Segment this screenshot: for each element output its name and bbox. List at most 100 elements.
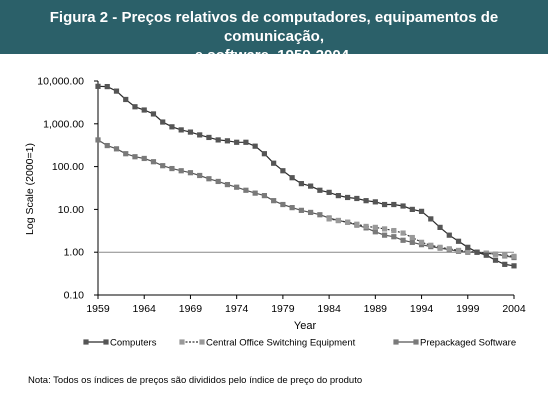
data-point-computers <box>372 199 378 205</box>
data-point-switching <box>326 216 332 222</box>
data-point-computers <box>206 134 212 141</box>
y-axis-label: Log Scale (2000=1) <box>24 143 36 235</box>
data-point-computers <box>123 96 129 103</box>
legend-marker <box>413 339 419 345</box>
data-point-computers <box>455 238 462 244</box>
data-point-computers <box>261 151 267 157</box>
data-point-computers <box>354 195 360 202</box>
series-line-computers <box>97 85 515 267</box>
data-point-switching <box>492 251 499 257</box>
data-point-software <box>409 239 415 245</box>
x-tick-label: 1999 <box>456 303 480 315</box>
y-tick-label: 1.00 <box>64 247 85 259</box>
data-point-switching <box>511 253 517 259</box>
data-point-computers <box>197 132 203 138</box>
y-tick-label: 10.00 <box>58 204 84 216</box>
series-computers <box>95 83 517 269</box>
data-point-software <box>308 209 314 216</box>
data-point-software <box>224 181 231 188</box>
series-line-software <box>97 139 515 259</box>
data-point-switching <box>465 248 471 254</box>
data-point-switching <box>363 223 369 230</box>
data-point-computers <box>178 127 184 133</box>
data-point-switching <box>335 217 341 224</box>
data-point-computers <box>345 194 351 201</box>
data-point-computers <box>446 232 452 238</box>
data-point-switching <box>372 224 378 230</box>
data-point-computers <box>428 216 434 222</box>
x-tick-label: 1989 <box>364 303 388 315</box>
data-point-computers <box>298 181 304 187</box>
data-point-computers <box>483 252 489 258</box>
data-point-computers <box>474 249 480 255</box>
data-point-switching <box>428 242 434 248</box>
data-point-computers <box>234 139 240 145</box>
data-point-software <box>317 212 323 218</box>
data-point-computers <box>141 107 147 113</box>
data-point-computers <box>400 203 406 209</box>
figure-title-line-2: e software, 1959-2004. <box>194 47 354 64</box>
data-point-software <box>271 198 277 204</box>
data-point-software <box>95 137 101 143</box>
data-point-software <box>132 154 138 160</box>
y-tick-label: 10,000.00 <box>37 76 84 88</box>
data-point-switching <box>354 221 360 227</box>
data-point-computers <box>169 124 175 130</box>
data-point-software <box>160 163 166 169</box>
data-point-computers <box>187 129 194 135</box>
legend-label: Computers <box>110 338 157 349</box>
data-point-computers <box>317 187 323 193</box>
data-point-software <box>372 229 378 235</box>
log-scale-line-chart: 10,000.00 1,000.00 100.00 10.00 1.00 0.10 195… <box>24 76 526 349</box>
data-point-software <box>280 201 286 208</box>
legend-item-computers: Computers <box>83 338 157 349</box>
data-point-computers <box>363 198 369 204</box>
x-tick-label: 1994 <box>410 303 434 315</box>
data-point-software <box>113 146 120 152</box>
data-point-computers <box>465 244 471 250</box>
legend-marker <box>83 339 89 345</box>
data-point-computers <box>502 261 508 267</box>
data-point-software <box>104 142 110 149</box>
data-point-switching <box>409 234 415 241</box>
data-point-computers <box>271 160 277 166</box>
figure-title: Figura 2 - Preços relativos de computado… <box>0 8 548 65</box>
x-tick-label: 1979 <box>271 303 295 315</box>
data-point-software <box>187 170 194 176</box>
data-point-computers <box>409 206 415 212</box>
data-point-software <box>150 159 157 165</box>
data-point-computers <box>391 201 397 208</box>
plot-area <box>97 81 514 296</box>
data-point-computers <box>492 257 499 263</box>
data-point-software <box>391 234 397 240</box>
legend-label: Prepackaged Software <box>420 338 516 349</box>
x-axis-label: Year <box>294 320 317 332</box>
data-point-software <box>298 207 304 213</box>
legend-marker <box>103 339 109 345</box>
data-point-computers <box>160 119 166 125</box>
data-point-software <box>169 165 175 172</box>
legend-marker <box>199 339 205 345</box>
y-tick-label: 1,000.00 <box>43 118 84 130</box>
data-point-computers <box>104 83 110 90</box>
data-point-software <box>123 151 129 157</box>
series-software <box>95 137 517 261</box>
data-point-computers <box>132 104 138 110</box>
data-point-computers <box>95 83 101 89</box>
data-point-switching <box>446 246 452 252</box>
data-point-software <box>381 232 388 238</box>
data-point-software <box>289 205 295 211</box>
series-switching <box>326 216 517 259</box>
data-point-computers <box>326 189 332 195</box>
data-point-computers <box>381 201 388 208</box>
data-point-switching <box>400 230 406 236</box>
x-axis-ticks: 1959 1964 1969 1974 1979 1984 1989 1994 1999 2004 <box>86 295 526 315</box>
y-tick-label: 0.10 <box>64 290 85 302</box>
data-point-switching <box>502 252 508 258</box>
data-point-software <box>252 190 258 196</box>
data-point-software <box>197 172 203 179</box>
legend-marker <box>179 339 185 345</box>
series-layer <box>95 83 517 269</box>
data-point-switching <box>381 226 388 232</box>
data-point-software <box>234 184 240 190</box>
